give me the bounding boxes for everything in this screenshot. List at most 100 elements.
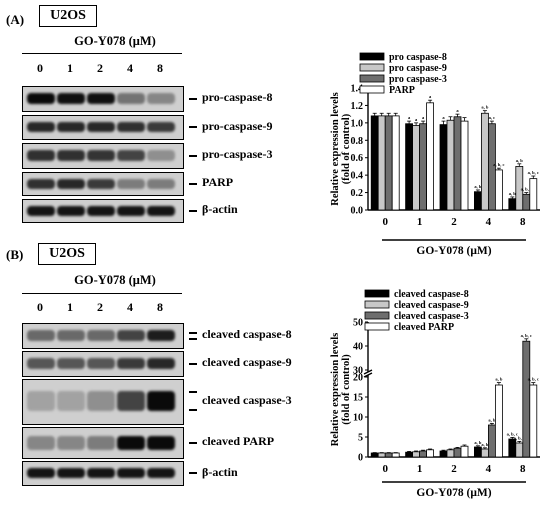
blot-strip <box>22 323 184 349</box>
blot-band <box>27 93 55 104</box>
blot-band <box>87 93 115 104</box>
y-tick-label: 15 <box>353 393 363 404</box>
significance-label: a, b <box>474 184 482 189</box>
blot-band <box>27 179 55 189</box>
y-axis-title: Relative expression levels <box>330 92 341 206</box>
panel-b-label: (B) <box>6 247 24 262</box>
significance-label: a <box>422 115 425 120</box>
panel-b-condition: GO-Y078 (μM) <box>74 273 156 287</box>
panel-a-lane-numbers: 0 1 2 4 8 <box>22 61 182 77</box>
y-tick-label: 0.4 <box>351 171 364 182</box>
band-marker <box>189 391 197 393</box>
blot-band <box>147 150 175 161</box>
legend-label: PARP <box>389 85 415 96</box>
blot-band <box>27 150 55 161</box>
legend-swatch <box>364 289 390 298</box>
blot-band <box>57 358 85 369</box>
bar <box>494 384 503 458</box>
legend-swatch <box>364 311 390 320</box>
bar <box>370 115 379 211</box>
blot-band <box>117 150 145 161</box>
blot-band <box>147 391 175 411</box>
y-tick-label: 0.8 <box>351 136 364 147</box>
x-tick-label: 2 <box>451 463 457 475</box>
lane-number: 4 <box>127 300 133 314</box>
bar <box>419 450 428 458</box>
panel-a-blots: pro-caspase-8 pro-caspase-9 pro-caspase-3 P… <box>22 86 342 223</box>
blot-label: cleaved PARP <box>202 434 275 448</box>
legend-swatch <box>359 85 385 94</box>
lane-number: 8 <box>157 61 163 75</box>
blot-strip <box>22 143 184 169</box>
significance-label: a <box>415 117 418 122</box>
blot-label: β-actin <box>202 202 238 216</box>
blot-strip <box>22 351 184 377</box>
blot-band <box>57 93 85 104</box>
band-marker <box>189 363 197 365</box>
blot-band <box>117 93 145 104</box>
blot-band <box>147 179 175 189</box>
significance-label: a, b, c <box>493 162 504 167</box>
bar <box>370 452 379 458</box>
legend-swatch <box>359 74 385 83</box>
blot-band <box>117 358 145 369</box>
panel-b-blots: cleaved caspase-8 cleaved caspase-9 cleave… <box>22 323 342 486</box>
blot-label: pro-caspase-9 <box>202 118 273 133</box>
blot-band <box>57 150 85 161</box>
blot-band <box>27 122 55 132</box>
legend-swatch <box>359 52 385 61</box>
blot-strip <box>22 115 184 140</box>
axis-break-mark <box>363 369 373 375</box>
panel-a-condition: GO-Y078 (μM) <box>74 34 156 48</box>
significance-label: a, b <box>509 191 517 196</box>
blot-band <box>57 206 85 216</box>
significance-label: a, b <box>488 417 496 422</box>
lane-number: 1 <box>67 61 73 75</box>
band-marker <box>189 338 197 340</box>
blot-band <box>87 150 115 161</box>
blot-band <box>57 179 85 189</box>
legend-label: pro caspase-3 <box>389 74 447 85</box>
legend-label: cleaved PARP <box>394 322 454 333</box>
blot-band <box>147 468 175 478</box>
blot-band <box>147 122 175 132</box>
bar <box>494 169 503 211</box>
bar <box>508 438 517 458</box>
lane-number: 4 <box>127 61 133 75</box>
significance-label: a, b <box>495 377 503 382</box>
blot-band <box>147 93 175 104</box>
panel-b-cell-line: U2OS <box>38 243 96 265</box>
bar <box>460 120 469 211</box>
significance-label: a, b <box>481 442 489 447</box>
blot-band <box>57 391 85 411</box>
significance-label: a, c <box>489 115 496 120</box>
bar <box>508 198 517 211</box>
lane-number: 8 <box>157 300 163 314</box>
significance-label: a, b, c <box>521 187 532 192</box>
y-tick-label: 50 <box>353 318 363 329</box>
blot-band <box>87 468 115 478</box>
significance-label: a <box>429 94 432 99</box>
x-tick-label: 2 <box>451 216 457 228</box>
bar <box>460 445 469 458</box>
bar <box>453 447 462 458</box>
blot-strip <box>22 172 184 196</box>
y-tick-label: 0.0 <box>351 206 364 217</box>
x-tick-label: 0 <box>382 216 388 228</box>
blot-band <box>117 330 145 341</box>
bar <box>522 340 531 458</box>
bar <box>384 115 393 211</box>
y-tick-label: 30 <box>353 366 363 377</box>
blot-band <box>57 468 85 478</box>
blot-band <box>27 330 55 341</box>
lane-number: 2 <box>97 300 103 314</box>
y-axis-title: (fold of control) <box>341 354 352 425</box>
y-tick-label: 40 <box>353 342 363 353</box>
legend-label: cleaved caspase-8 <box>394 289 469 300</box>
blot-band <box>117 122 145 132</box>
bar <box>480 448 489 458</box>
blot-band <box>27 358 55 369</box>
significance-label: a, b, c <box>521 333 532 338</box>
bar <box>412 451 420 458</box>
y-tick-label: 20 <box>353 373 363 384</box>
